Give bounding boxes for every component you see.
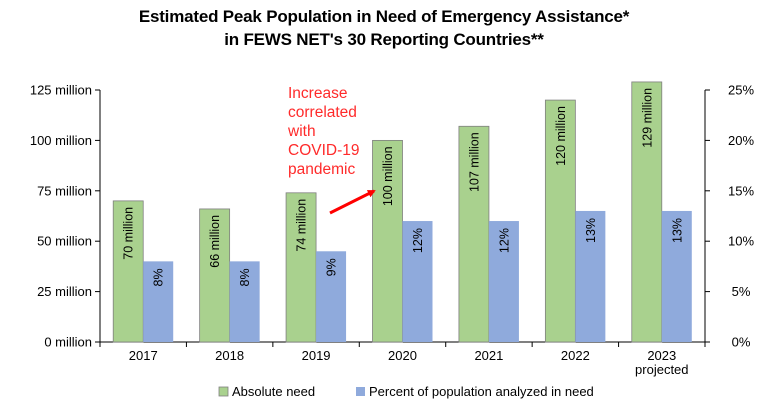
y-right-tick-label: 25% <box>728 83 754 98</box>
legend: Absolute need Percent of population analy… <box>218 384 594 399</box>
bar-labels-layer: 70 million 8% 66 million 8% 74 million 9% 100 … <box>122 88 685 287</box>
bars-layer <box>112 81 692 343</box>
x-tick-label: 2022 <box>561 348 590 363</box>
data-label-percent: 12% <box>411 228 425 253</box>
data-label-percent: 13% <box>670 218 684 243</box>
x-tick-label-secondary: projected <box>635 362 688 377</box>
data-label-absolute-need: 74 million <box>295 199 309 252</box>
y-left-tick-label: 75 million <box>37 183 92 198</box>
chart-subtitle: in FEWS NET's 30 Reporting Countries** <box>224 30 544 49</box>
x-tick-label: 2017 <box>129 348 158 363</box>
data-label-absolute-need: 120 million <box>554 106 568 166</box>
annotation-layer: Increase correlated with COVID-19 pandemic <box>287 85 376 215</box>
bar-absolute-need <box>372 139 403 343</box>
data-label-percent: 13% <box>584 218 598 243</box>
y-right-tick-label: 0% <box>732 335 751 350</box>
annotation-text: pandemic <box>288 161 355 178</box>
bar-absolute-need <box>285 192 317 343</box>
data-label-percent: 12% <box>497 228 511 253</box>
y-right-tick-label: 15% <box>728 183 754 198</box>
chart-title: Estimated Peak Population in Need of Eme… <box>138 7 630 26</box>
bar-absolute-need <box>112 200 144 343</box>
annotation-text: Increase <box>288 85 347 102</box>
data-label-percent: 8% <box>238 268 252 286</box>
bar-percent-in-need <box>661 210 692 342</box>
legend-label-percent-in-need: Percent of population analyzed in need <box>369 384 594 399</box>
axes-layer: 0 million 25 million 50 million 75 million 1… <box>30 83 755 378</box>
data-label-absolute-need: 66 million <box>208 215 222 268</box>
bar-absolute-need <box>631 81 663 343</box>
legend-label-absolute-need: Absolute need <box>232 384 315 399</box>
legend-swatch-percent-in-need <box>356 387 365 396</box>
legend-swatch-absolute-need <box>218 386 229 397</box>
bar-percent-in-need <box>402 221 433 342</box>
x-tick-label: 2019 <box>302 348 331 363</box>
bar-percent-in-need <box>143 261 174 342</box>
data-label-absolute-need: 107 million <box>467 132 481 192</box>
data-label-absolute-need: 129 million <box>640 88 654 148</box>
y-right-tick-label: 10% <box>728 234 754 249</box>
data-label-absolute-need: 70 million <box>122 207 136 260</box>
y-left-tick-label: 50 million <box>37 234 92 249</box>
x-tick-label: 2021 <box>474 348 503 363</box>
bar-percent-in-need <box>229 261 260 342</box>
bar-absolute-need <box>458 125 490 343</box>
annotation-text: COVID-19 <box>288 142 360 159</box>
y-right-tick-label: 5% <box>732 284 751 299</box>
annotation-arrow <box>329 189 376 215</box>
x-tick-label: 2023 <box>647 348 676 363</box>
annotation-text: with <box>287 123 316 140</box>
y-left-tick-label: 25 million <box>37 284 92 299</box>
bar-percent-in-need <box>316 251 347 342</box>
bar-percent-in-need <box>575 210 606 342</box>
data-label-absolute-need: 100 million <box>381 146 395 206</box>
x-tick-label: 2020 <box>388 348 417 363</box>
y-right-tick-label: 20% <box>728 133 754 148</box>
x-tick-label: 2018 <box>215 348 244 363</box>
bar-absolute-need <box>199 208 231 343</box>
data-label-percent: 9% <box>325 258 339 276</box>
bar-percent-in-need <box>488 221 519 342</box>
y-left-tick-label: 0 million <box>44 335 92 350</box>
data-label-percent: 8% <box>152 268 166 286</box>
annotation-text: correlated <box>288 104 357 121</box>
bar-absolute-need <box>544 99 576 343</box>
y-left-tick-label: 100 million <box>30 133 92 148</box>
y-left-tick-label: 125 million <box>30 83 92 98</box>
